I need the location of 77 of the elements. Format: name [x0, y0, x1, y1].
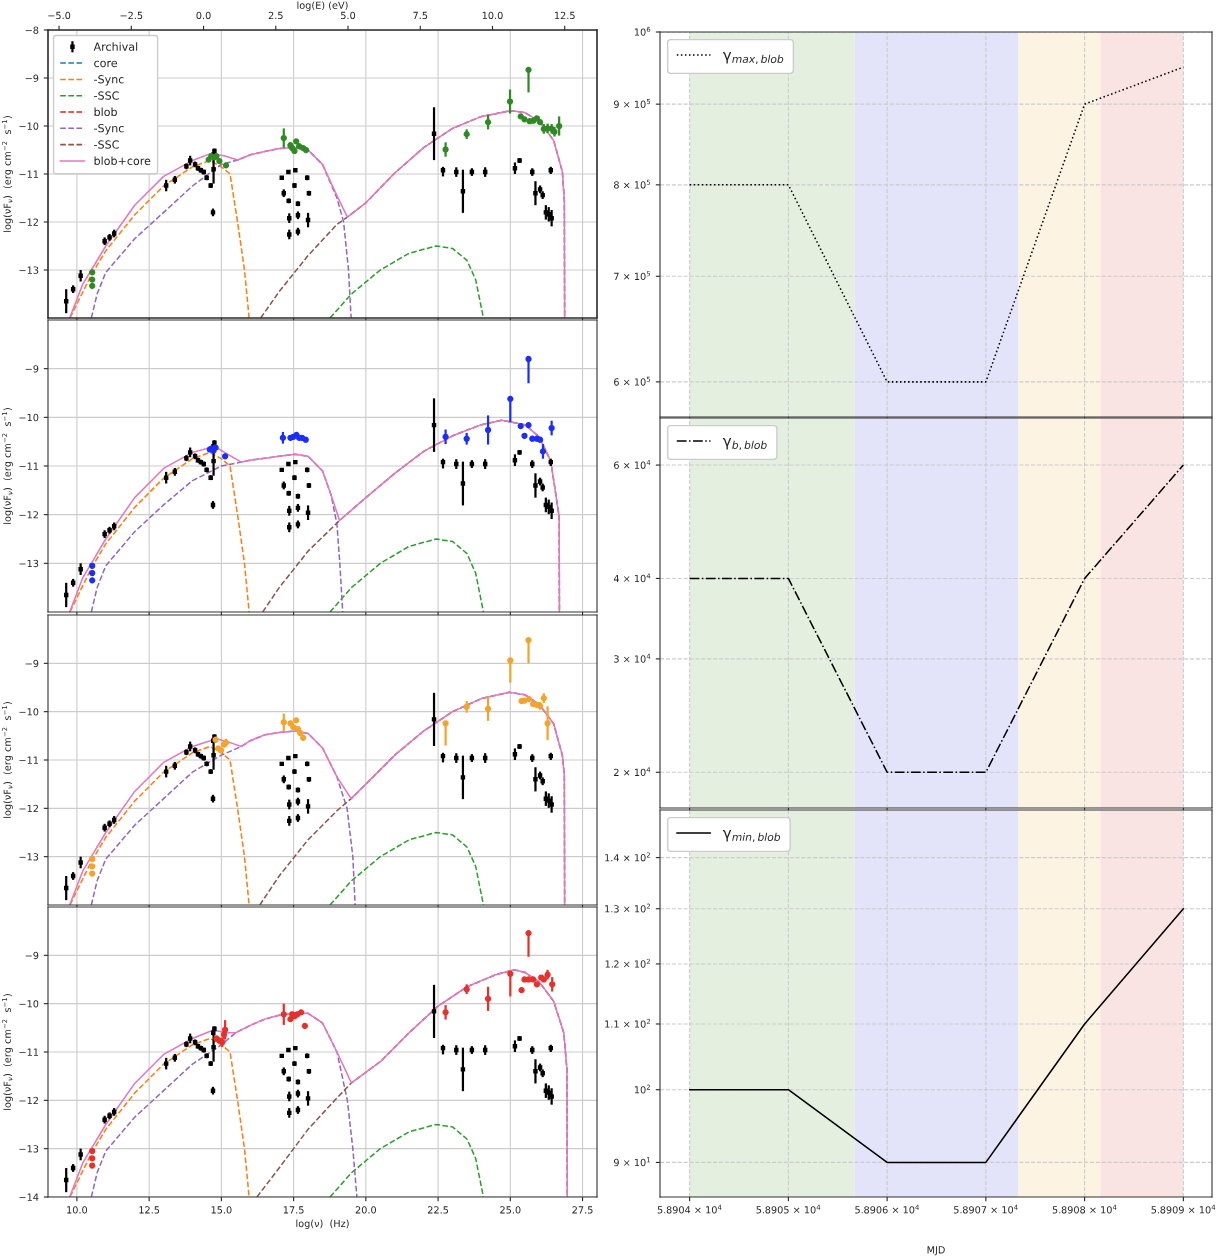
x2-tick-label: 12.5 [554, 11, 575, 20]
x-tick-label: 17.5 [283, 1206, 304, 1214]
legend-label: blob+core [94, 156, 151, 165]
y-tick-label: −13 [19, 853, 39, 861]
legend-label: Archival [93, 42, 138, 51]
x-tick-label: 10.0 [67, 1206, 88, 1214]
x2-tick-label: 10.0 [482, 11, 503, 20]
y-tick-label: −9 [25, 74, 39, 82]
y-tick-label: 10$^{2}$ [634, 1084, 650, 1094]
legend-label: γ$_{max,blob}$ [722, 52, 784, 65]
legend-label: -Sync [94, 75, 124, 86]
x-tick-label: 5.8906 × 10$^{4}$ [855, 1204, 919, 1214]
legend-label: -SSC [94, 140, 119, 149]
legend-label: -SSC [94, 91, 119, 100]
x2-tick-label: −5.0 [48, 11, 71, 20]
x-tick-label: 5.8907 × 10$^{4}$ [954, 1204, 1018, 1214]
y-tick-label: 6 × 10$^{5}$ [614, 376, 651, 386]
y-tick-label: 7 × 10$^{5}$ [614, 271, 651, 281]
legend-label: γ$_{min,blob}$ [722, 830, 781, 843]
y-tick-label: 1.3 × 10$^{2}$ [605, 903, 651, 913]
y-axis-title: log(νF$_{ν}$) (erg cm$^{−2}$ s$^{−1}$) [2, 408, 13, 524]
x2-tick-label: 0.0 [196, 11, 211, 20]
y-tick-label: −14 [19, 1193, 39, 1201]
x-tick-label: 15.0 [211, 1206, 232, 1214]
y-tick-label: −11 [19, 170, 39, 178]
y-tick-label: −12 [19, 1096, 38, 1105]
x-axis-title: MJD [927, 1246, 945, 1256]
x2-tick-label: 7.5 [413, 11, 428, 20]
y-tick-label: −9 [25, 951, 39, 960]
x-tick-label: 5.8904 × 10$^{4}$ [657, 1204, 722, 1214]
x-tick-label: 5.8908 × 10$^{4}$ [1052, 1204, 1117, 1214]
x-tick-label: 5.8905 × 10$^{4}$ [756, 1204, 821, 1214]
y-tick-label: −12 [19, 218, 38, 226]
y-tick-label: 3 × 10$^{4}$ [614, 653, 651, 663]
y-tick-label: −9 [25, 365, 39, 373]
y-tick-label: −10 [19, 413, 39, 422]
legend-label: γ$_{b,blob}$ [722, 438, 767, 451]
legend-label: blob [94, 107, 117, 117]
y-tick-label: −8 [25, 26, 39, 34]
y-tick-label: −11 [19, 756, 39, 764]
y-tick-label: 10$^{6}$ [634, 26, 651, 36]
y-tick-label: 4 × 10$^{4}$ [613, 573, 651, 583]
y-axis-title: log(νF$_{ν}$) (erg cm$^{−2}$ s$^{−1}$) [2, 994, 13, 1110]
y-tick-label: −13 [19, 266, 39, 274]
legend-label: -Sync [94, 123, 124, 135]
x2-tick-label: 5.0 [341, 11, 356, 20]
y-tick-label: 1.4 × 10$^{2}$ [605, 852, 651, 862]
y-tick-label: −9 [25, 659, 39, 668]
x2-axis-title: log(E) (eV) [297, 1, 348, 11]
y-tick-label: −12 [19, 804, 38, 813]
y-tick-label: 6 × 10$^{4}$ [614, 460, 651, 469]
y-axis-title: log(νF$_{ν}$) (erg cm$^{−2}$ s$^{−1}$) [2, 702, 13, 818]
y-tick-label: −13 [19, 1145, 39, 1153]
y-axis-title: log(νF$_{ν}$) (erg cm$^{−2}$ s$^{−1}$) [2, 116, 13, 232]
x2-tick-label: −2.5 [120, 11, 143, 20]
y-tick-label: −10 [19, 1000, 39, 1008]
y-tick-label: −13 [19, 559, 39, 568]
y-tick-label: 9 × 10$^{1}$ [613, 1157, 651, 1167]
y-tick-label: 8 × 10$^{5}$ [614, 179, 651, 189]
y-tick-label: −12 [19, 511, 38, 519]
y-tick-label: 2 × 10$^{4}$ [614, 767, 651, 777]
y-tick-label: 1.2 × 10$^{2}$ [605, 958, 650, 968]
x-tick-label: 12.5 [139, 1206, 160, 1214]
x-tick-label: 20.0 [355, 1206, 377, 1214]
y-tick-label: 9 × 10$^{5}$ [613, 99, 651, 108]
x-tick-label: 5.8909 × 10$^{4}$ [1151, 1204, 1216, 1214]
x2-tick-label: 2.5 [268, 11, 283, 20]
legend-label: core [94, 60, 118, 68]
y-tick-label: −11 [19, 1048, 39, 1056]
x-tick-label: 22.5 [427, 1206, 449, 1214]
y-tick-label: −10 [19, 708, 39, 716]
x-axis-title: log(ν) (Hz) [296, 1219, 349, 1230]
x-tick-label: 27.5 [572, 1206, 593, 1214]
x-tick-label: 25.0 [500, 1206, 521, 1214]
y-tick-label: −11 [19, 462, 39, 470]
y-tick-label: −10 [19, 122, 39, 130]
y-tick-label: 1.1 × 10$^{2}$ [605, 1018, 651, 1028]
